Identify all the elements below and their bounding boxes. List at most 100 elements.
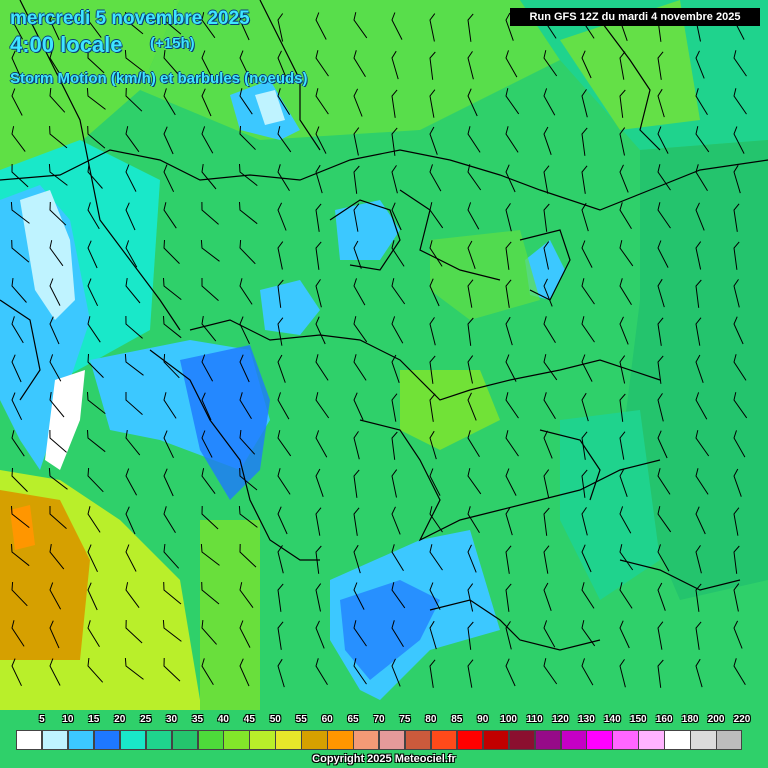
wind-barb xyxy=(239,658,250,687)
legend-swatch xyxy=(482,730,510,750)
wind-barb xyxy=(391,316,404,344)
wind-barb xyxy=(619,544,634,571)
wind-barb xyxy=(163,126,174,155)
wind-barb xyxy=(543,88,556,116)
wind-barb xyxy=(315,658,328,685)
wind-barb xyxy=(124,49,144,72)
wind-barb xyxy=(163,11,182,35)
wind-barb xyxy=(315,12,327,40)
wind-barb xyxy=(277,658,285,688)
wind-barb xyxy=(733,50,747,77)
wind-barb xyxy=(505,279,512,308)
wind-barb xyxy=(201,50,213,78)
wind-barb xyxy=(429,51,436,80)
wind-barb xyxy=(315,88,329,115)
legend-tick-label: 10 xyxy=(62,714,74,725)
wind-barb xyxy=(733,620,743,649)
wind-barb xyxy=(315,50,329,77)
wind-barb xyxy=(581,507,588,536)
wind-barb xyxy=(201,505,219,530)
wind-barb xyxy=(467,392,477,421)
wind-barb xyxy=(201,278,219,301)
wind-barb xyxy=(87,125,106,149)
wind-barb xyxy=(657,202,671,229)
legend-tick-label: 75 xyxy=(399,714,411,725)
wind-barb xyxy=(429,468,441,496)
wind-barb xyxy=(391,202,402,231)
legend-tick-label: 70 xyxy=(373,714,385,725)
wind-barb xyxy=(277,545,284,574)
wind-barb xyxy=(353,392,364,421)
wind-barb xyxy=(733,468,742,497)
wind-barb xyxy=(619,51,626,80)
wind-barb xyxy=(543,507,550,536)
wind-barb xyxy=(695,88,708,115)
wind-barb xyxy=(87,657,104,683)
wind-barb xyxy=(124,657,144,680)
wind-barb xyxy=(87,391,106,414)
wind-barb xyxy=(11,354,22,383)
wind-barb xyxy=(391,469,398,498)
wind-barb xyxy=(49,429,67,453)
legend-swatch xyxy=(145,730,173,750)
wind-barb xyxy=(543,354,558,381)
wind-barb xyxy=(391,506,401,535)
wind-barb xyxy=(163,392,177,419)
wind-barb xyxy=(543,469,550,498)
wind-barb xyxy=(86,87,106,110)
legend-swatch xyxy=(404,730,432,750)
wind-barb xyxy=(315,620,325,649)
wind-barb xyxy=(87,240,98,269)
wind-barb xyxy=(353,354,367,381)
legend-tick-label: 50 xyxy=(269,714,281,725)
wind-barb xyxy=(87,353,104,378)
wind-barb xyxy=(429,620,437,650)
wind-barb xyxy=(201,201,219,225)
wind-barb xyxy=(733,88,747,115)
wind-barb xyxy=(543,582,552,611)
wind-barb xyxy=(201,354,214,382)
wind-barb xyxy=(125,392,143,415)
wind-barb xyxy=(543,316,556,343)
wind-barb xyxy=(695,658,703,688)
wind-barb xyxy=(619,355,626,384)
wind-barb xyxy=(733,430,746,458)
wind-barb xyxy=(429,544,443,571)
legend-tick-label: 110 xyxy=(526,714,543,725)
wind-barb xyxy=(467,202,480,230)
wind-barb xyxy=(315,392,330,419)
wind-barb xyxy=(619,393,626,422)
wind-barb xyxy=(581,544,592,573)
wind-barb xyxy=(467,88,478,117)
wind-barb xyxy=(353,620,367,647)
wind-barb xyxy=(277,468,291,495)
legend-tick-label: 40 xyxy=(217,714,229,725)
wind-barb xyxy=(657,430,668,459)
wind-barb xyxy=(11,505,30,528)
wind-barb xyxy=(315,203,322,232)
wind-barb xyxy=(353,582,365,610)
wind-barb xyxy=(49,201,67,226)
wind-barb xyxy=(391,620,404,647)
wind-barb xyxy=(733,583,740,612)
wind-barb xyxy=(201,12,216,39)
wind-barb xyxy=(315,279,322,308)
wind-barbs xyxy=(10,11,748,688)
wind-barb xyxy=(125,582,140,608)
wind-barb xyxy=(87,49,105,74)
wind-barb xyxy=(391,582,406,609)
wind-barb xyxy=(581,392,589,422)
wind-barb xyxy=(163,430,174,459)
wind-barb xyxy=(48,163,68,186)
wind-barb xyxy=(467,279,474,308)
wind-barb xyxy=(429,582,441,610)
wind-barb xyxy=(315,545,322,574)
wind-barb xyxy=(657,240,669,268)
wind-barb xyxy=(125,506,136,535)
wind-barb xyxy=(162,619,182,642)
wind-barb xyxy=(619,202,632,229)
wind-barb xyxy=(11,430,25,457)
wind-barb xyxy=(239,278,253,305)
wind-barb xyxy=(163,239,180,264)
legend-swatch xyxy=(93,730,121,750)
